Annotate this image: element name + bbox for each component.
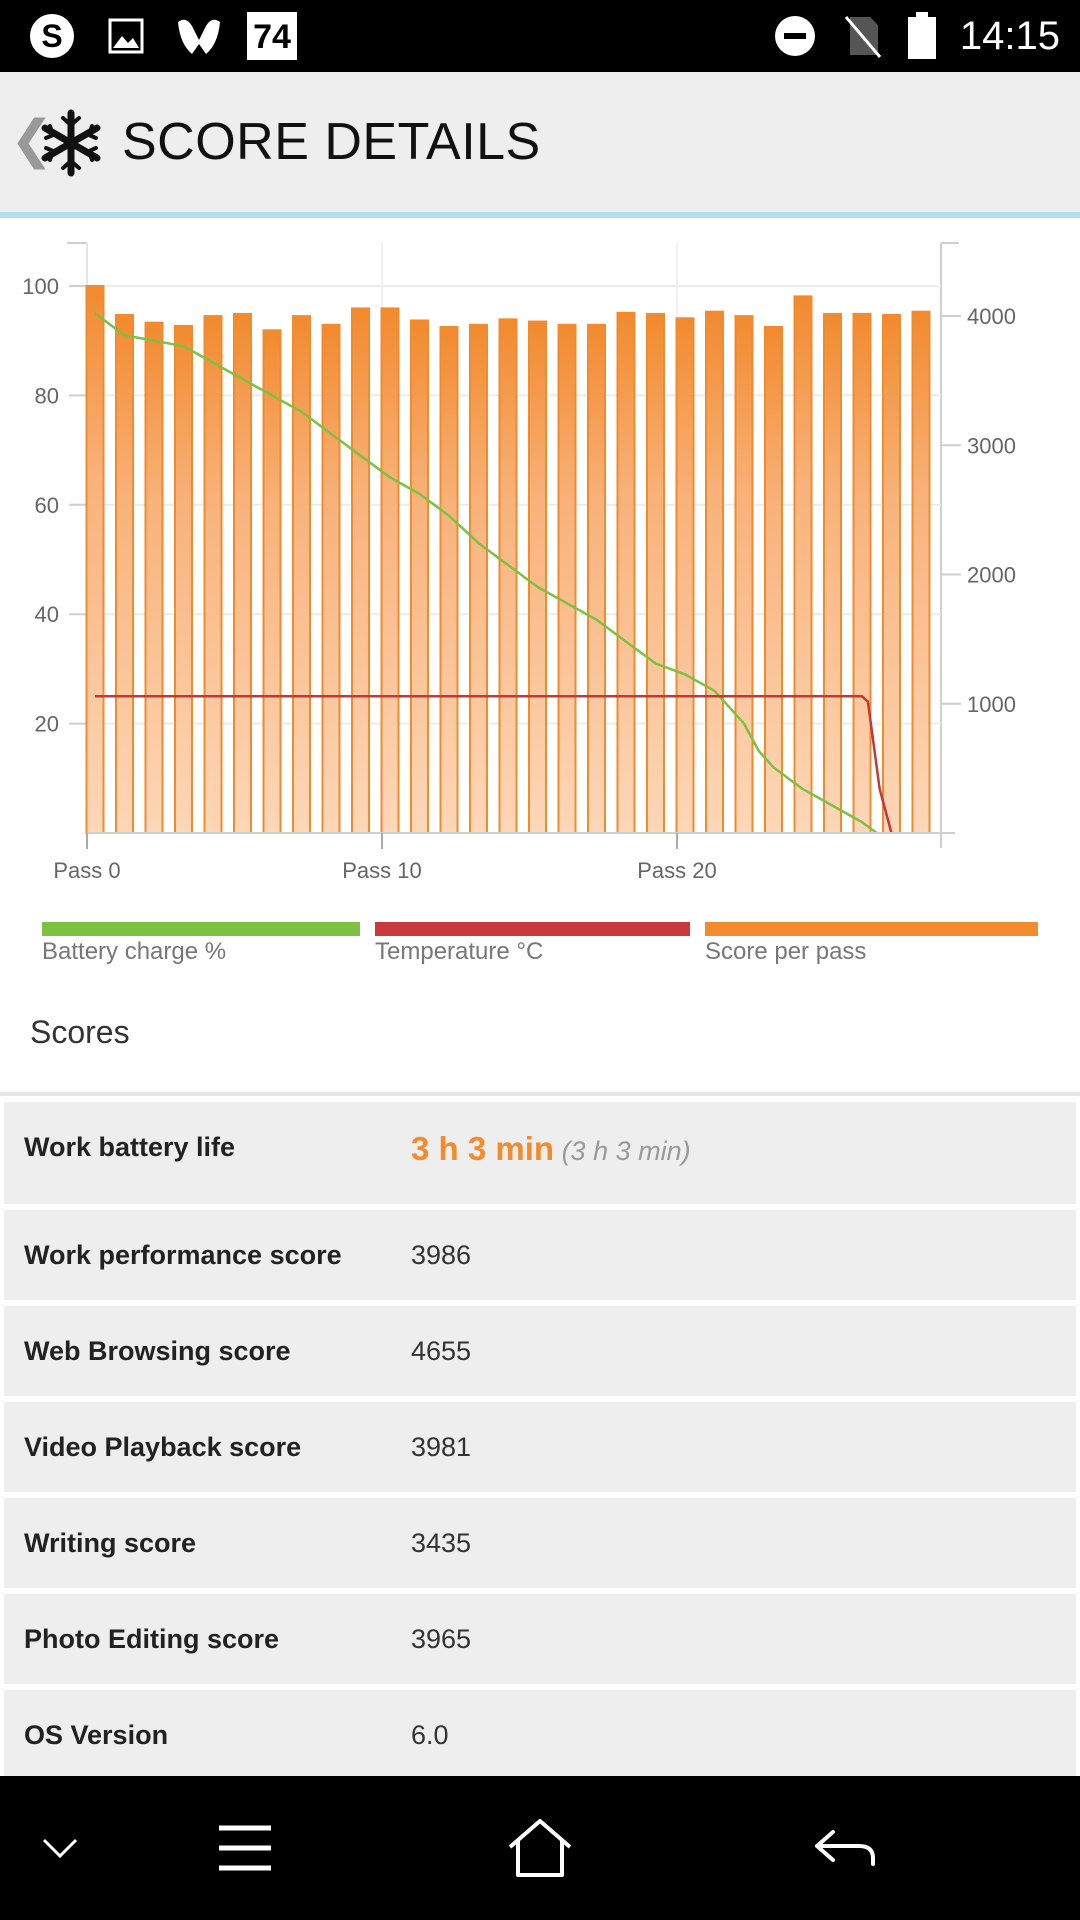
chart-bar (115, 313, 134, 834)
left-tick-label: 80 (35, 383, 59, 408)
legend-swatch-battery (42, 922, 360, 936)
badge-74-icon: 74 (244, 10, 300, 62)
legend-swatch-score (705, 922, 1038, 936)
legend-temperature: Temperature °C (375, 922, 690, 982)
chart-bar (174, 324, 193, 834)
svg-text:S: S (41, 18, 62, 54)
chart-bar (292, 315, 311, 834)
legend-label-score: Score per pass (705, 938, 867, 965)
row-value: 3 h 3 min (3 h 3 min) (411, 1130, 691, 1168)
table-row: Writing score 3435 (4, 1498, 1076, 1588)
app-bar: ❮ SCORE DETAILS (0, 72, 1080, 218)
malwarebytes-icon (172, 10, 226, 62)
table-row: Work performance score 3986 (4, 1210, 1076, 1300)
scores-heading: Scores (30, 1014, 130, 1050)
menu-icon[interactable] (200, 1776, 290, 1920)
battery-icon (904, 10, 940, 62)
battery-line (94, 312, 878, 835)
row-label: Video Playback score (24, 1432, 302, 1462)
battery-life-value: 3 h 3 min (411, 1130, 555, 1167)
x-tick-label: Pass 0 (53, 858, 120, 883)
row-value: 3986 (411, 1240, 472, 1270)
status-bar: S 74 14:15 (0, 0, 1080, 72)
right-tick-label: 4000 (967, 304, 1016, 329)
table-row: Web Browsing score 4655 (4, 1306, 1076, 1396)
chart-bar (410, 319, 429, 834)
legend-score: Score per pass (705, 922, 1038, 982)
chart-bar (144, 321, 164, 835)
row-value: 4655 (411, 1336, 472, 1366)
chart-bar (498, 318, 518, 834)
table-row: OS Version 6.0 (4, 1690, 1076, 1776)
chart-bar (469, 323, 488, 834)
chart-bar (439, 326, 459, 835)
chart-bar (321, 323, 341, 834)
row-label: OS Version (24, 1720, 169, 1750)
chevron-down-icon[interactable] (20, 1776, 100, 1920)
chart-bar (852, 312, 872, 835)
temperature-line (95, 695, 893, 834)
chart-bar (882, 313, 901, 834)
table-row: Video Playback score 3981 (4, 1402, 1076, 1492)
right-tick-label: 2000 (967, 563, 1016, 588)
right-tick-label: 3000 (967, 433, 1016, 458)
left-tick-label: 20 (35, 712, 59, 737)
chart-bar (351, 307, 370, 834)
chart-svg: 20 40 60 80 100 1000 2000 3000 4000 Pass 0 Pass 10… (22, 242, 1016, 883)
battery-life-sub: (3 h 3 min) (561, 1136, 691, 1166)
status-time: 14:15 (959, 14, 1060, 58)
chart-bar (911, 310, 931, 835)
row-label: Web Browsing score (24, 1336, 291, 1366)
chart-bar (203, 315, 223, 834)
navigation-bar (0, 1776, 1080, 1920)
chart-bar (734, 315, 754, 834)
x-tick-label: Pass 10 (342, 858, 422, 883)
row-value: 3435 (411, 1528, 472, 1558)
image-icon (104, 10, 148, 62)
chart-bar (675, 317, 695, 834)
table-row: Work battery life 3 h 3 min (3 h 3 min) (4, 1102, 1076, 1204)
left-tick-label: 40 (35, 602, 59, 627)
chart-bar (793, 295, 813, 834)
row-value: 3981 (411, 1432, 472, 1462)
row-value: 3965 (411, 1624, 472, 1654)
chart-bar (616, 311, 636, 835)
chart-bar (823, 312, 842, 835)
do-not-disturb-icon (772, 10, 818, 62)
page-title: SCORE DETAILS (122, 113, 541, 171)
chart-bar (557, 323, 577, 834)
divider (0, 1092, 1080, 1096)
snowflake-icon[interactable] (36, 108, 106, 178)
chart-bar (262, 329, 282, 834)
no-sim-icon (840, 10, 884, 62)
legend-battery: Battery charge % (42, 922, 360, 982)
x-tick-label: Pass 20 (637, 858, 717, 883)
chart-bar (764, 326, 783, 835)
right-tick-label: 1000 (967, 692, 1016, 717)
row-label: Photo Editing score (24, 1624, 280, 1654)
chart-bar (380, 307, 400, 834)
row-value: 6.0 (411, 1720, 449, 1750)
score-chart: 20 40 60 80 100 1000 2000 3000 4000 Pass 0 Pass 10… (0, 218, 1080, 1008)
row-label: Writing score (24, 1528, 197, 1558)
home-icon[interactable] (495, 1776, 585, 1920)
left-tick-label: 60 (35, 493, 59, 518)
skype-icon: S (24, 10, 80, 62)
legend-label-battery: Battery charge % (42, 938, 227, 965)
row-label: Work performance score (24, 1240, 342, 1270)
table-row: Photo Editing score 3965 (4, 1594, 1076, 1684)
legend-swatch-temperature (375, 922, 690, 936)
chart-bar (528, 320, 547, 835)
chart-bar (646, 312, 665, 835)
badge-number: 74 (247, 12, 297, 60)
chart-bar (705, 310, 724, 835)
chart-bar (233, 312, 252, 835)
back-icon[interactable] (800, 1776, 890, 1920)
legend-label-temperature: Temperature °C (375, 938, 544, 965)
row-label: Work battery life (24, 1132, 236, 1162)
chart-bar (587, 323, 606, 834)
left-tick-label: 100 (22, 274, 59, 299)
chart-bar (85, 285, 105, 834)
